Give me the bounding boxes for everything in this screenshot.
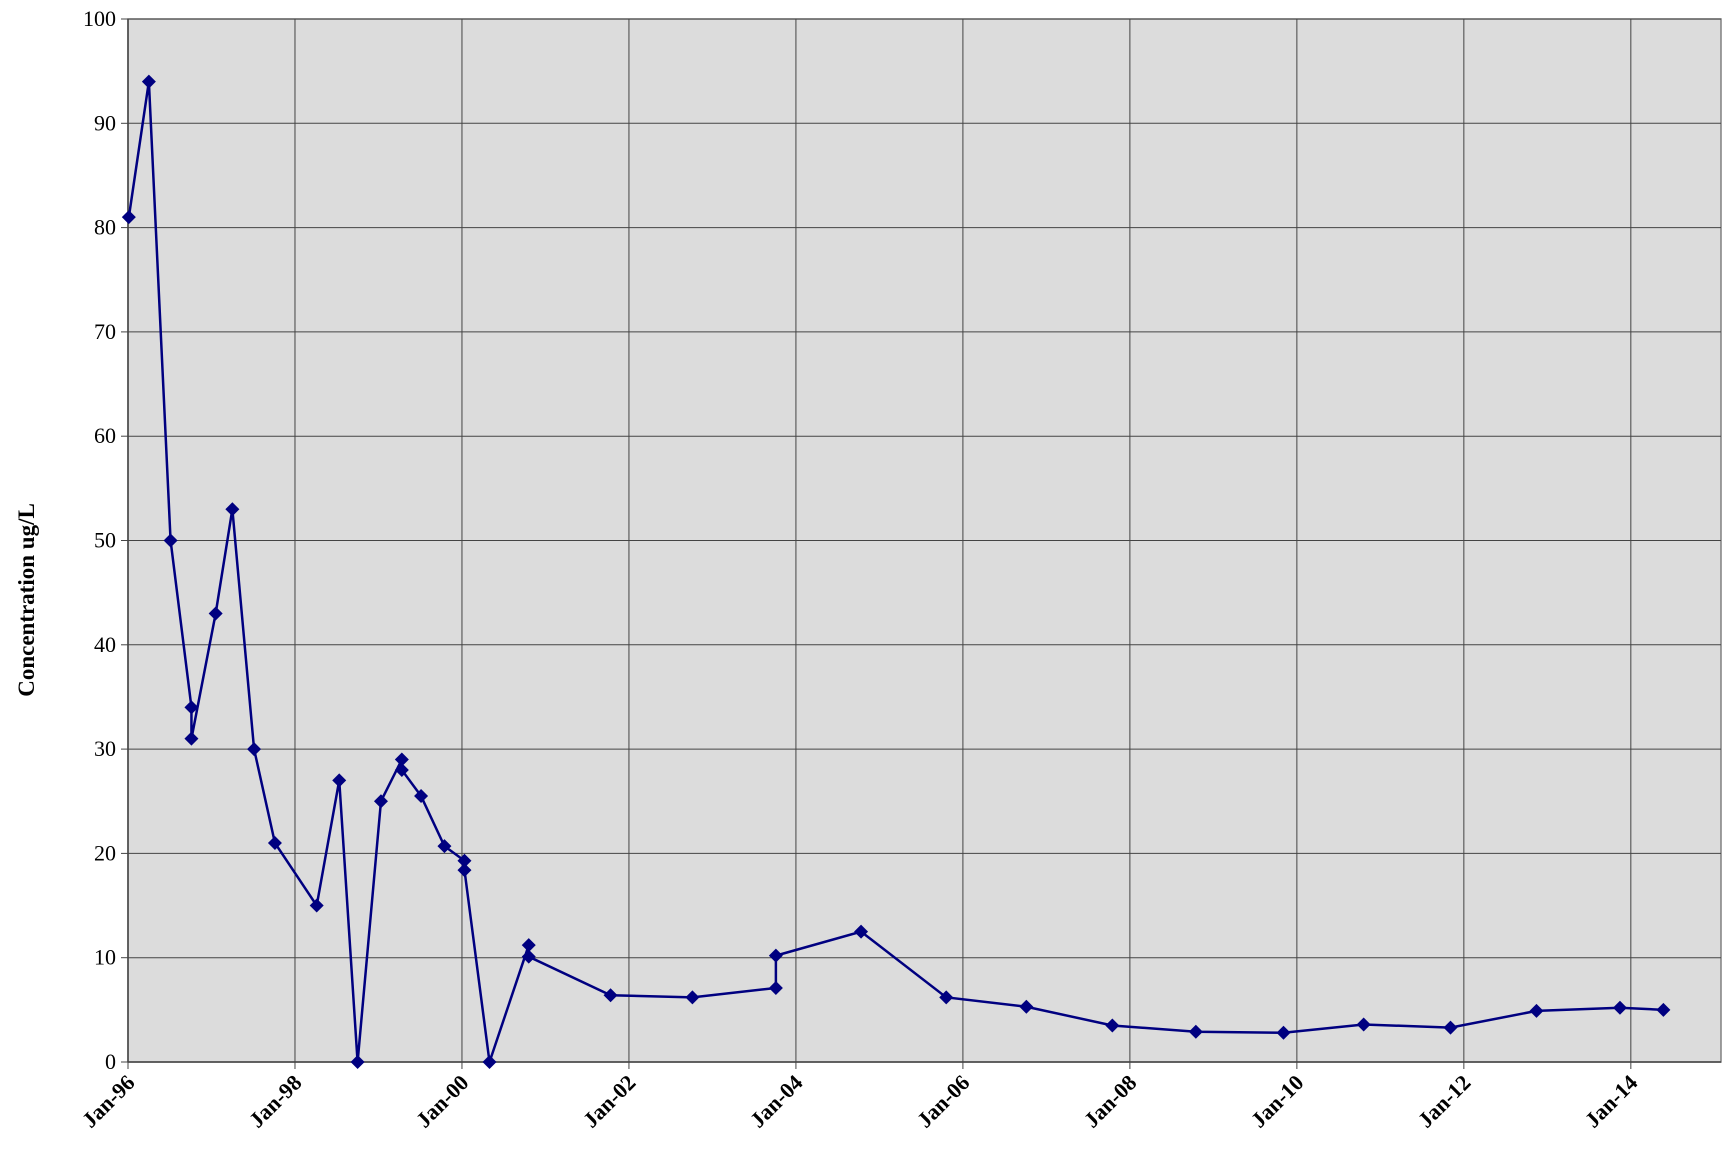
data-point [247,742,262,757]
data-point [939,990,954,1005]
y-tick-label: 40 [94,632,116,657]
data-point [1276,1025,1291,1040]
x-tick-label: Jan-06 [912,1070,975,1133]
data-point [521,949,536,964]
data-point [184,731,199,746]
data-point [208,606,223,621]
data-point [768,980,783,995]
data-point [163,533,178,548]
data-point [350,1055,365,1069]
data-point [184,700,199,715]
x-tick-label: Jan-00 [411,1070,474,1133]
data-point [141,74,156,89]
data-point [121,210,136,225]
x-tick-label: Jan-14 [1580,1070,1643,1133]
y-tick-label: 60 [94,423,116,448]
data-point [1656,1002,1671,1017]
y-tick-label: 0 [105,1049,116,1074]
data-point [414,789,429,804]
data-point [768,948,783,963]
y-tick-label: 100 [83,6,116,31]
data-point [1356,1017,1371,1032]
data-point [603,988,618,1003]
y-tick-label: 70 [94,319,116,344]
data-point [373,794,388,809]
data-point [1529,1003,1544,1018]
data-point [457,853,472,868]
data-point [1105,1018,1120,1033]
y-axis-label: Concentration ug/L [14,503,39,697]
data-point [1612,1000,1627,1015]
data-point [1188,1024,1203,1039]
x-tick-label: Jan-96 [77,1070,140,1133]
data-point [521,938,536,953]
y-tick-label: 20 [94,840,116,865]
x-tick-label: Jan-08 [1079,1070,1142,1133]
data-point [1443,1020,1458,1035]
data-point [309,898,324,913]
y-tick-label: 30 [94,736,116,761]
data-point [437,839,452,854]
data-point [394,762,409,777]
data-point [854,924,869,939]
x-tick-label: Jan-98 [244,1070,307,1133]
data-point [332,773,347,788]
x-tick-label: Jan-04 [745,1070,808,1133]
data-point [1019,999,1034,1014]
y-tick-label: 80 [94,215,116,240]
x-tick-label: Jan-10 [1246,1070,1309,1133]
y-tick-label: 50 [94,528,116,553]
data-point [394,752,409,767]
x-tick-label: Jan-02 [578,1070,641,1133]
data-point [685,990,700,1005]
y-tick-label: 90 [94,110,116,135]
data-point [267,835,282,850]
data-point [457,863,472,878]
x-tick-label: Jan-12 [1413,1070,1476,1133]
data-point [225,502,240,517]
data-point [482,1055,497,1069]
y-tick-label: 10 [94,945,116,970]
